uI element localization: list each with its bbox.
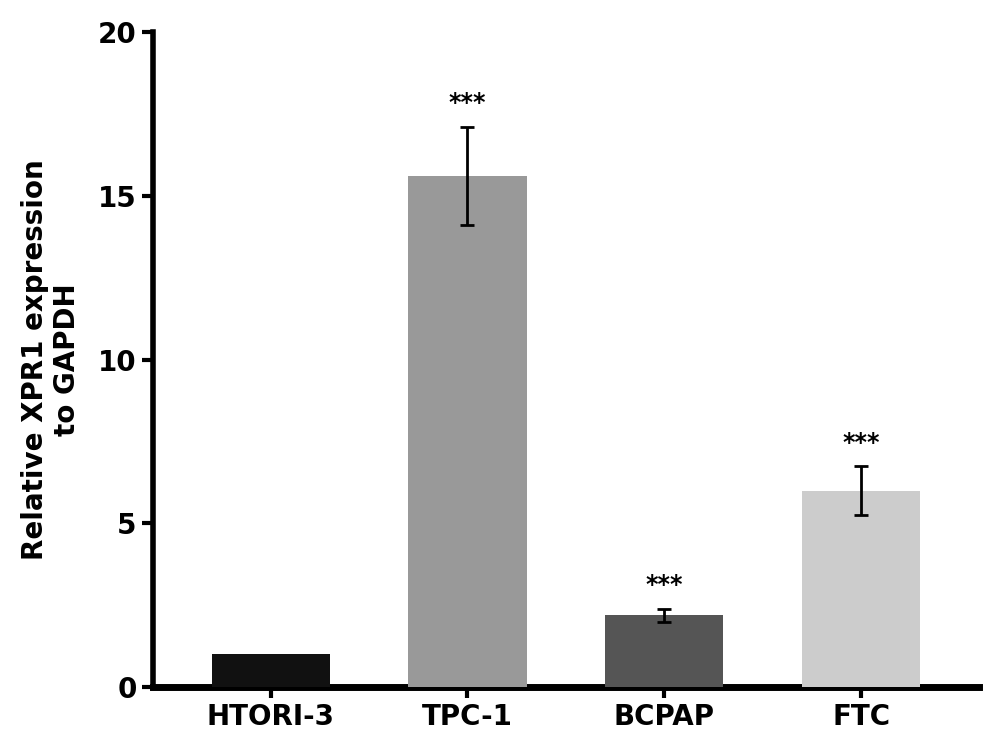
Text: ***: ***: [842, 431, 880, 454]
Bar: [605, 615, 723, 687]
Text: ***: ***: [449, 92, 486, 115]
Bar: [802, 490, 920, 687]
Y-axis label: Relative XPR1 expression
to GAPDH: Relative XPR1 expression to GAPDH: [21, 159, 81, 560]
Text: ***: ***: [646, 573, 683, 597]
Bar: [408, 176, 527, 687]
Bar: [212, 654, 330, 687]
